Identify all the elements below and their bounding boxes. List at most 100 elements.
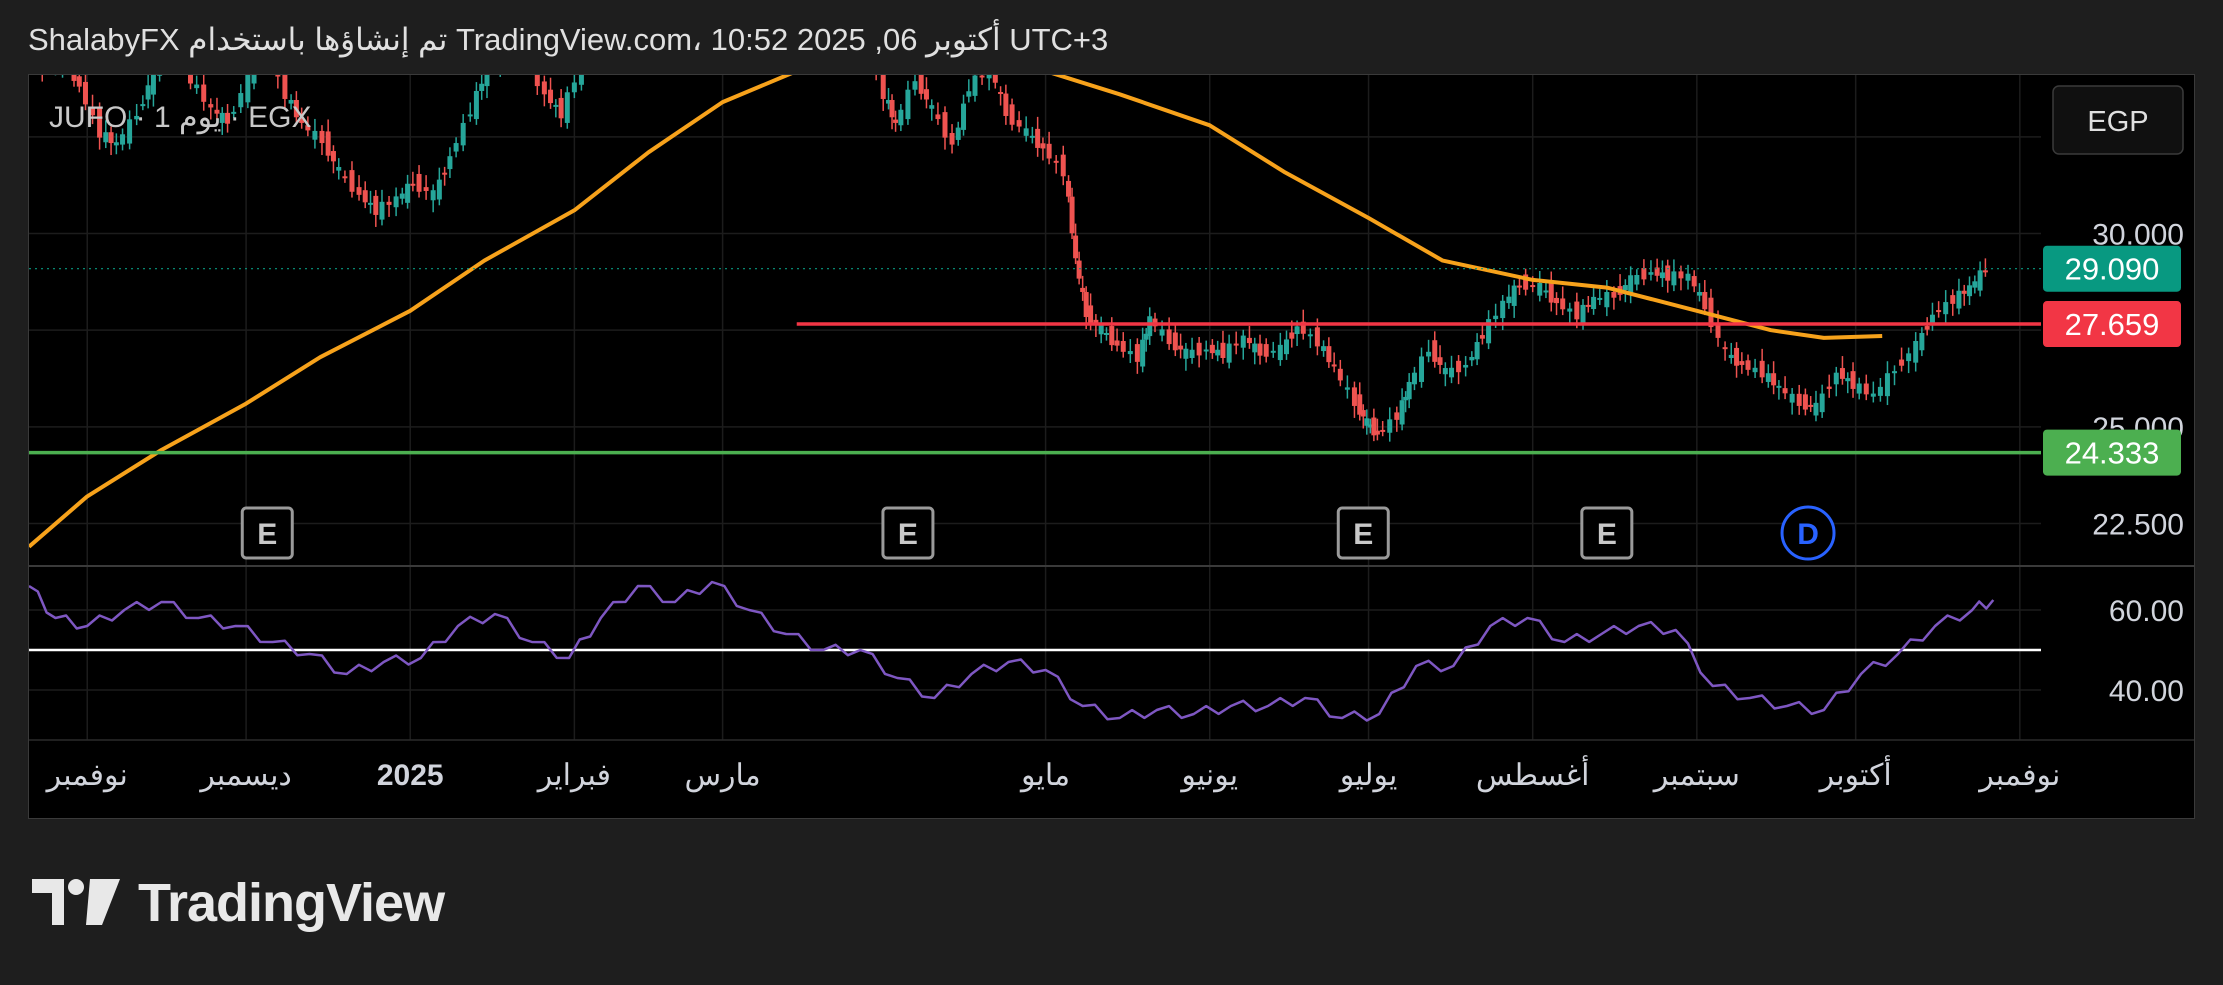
candle-body — [1189, 349, 1195, 359]
currency-button[interactable]: EGP — [2052, 85, 2184, 155]
earnings-marker-3[interactable]: E — [1580, 506, 1634, 560]
x-tick-label-4: مارس — [684, 759, 760, 793]
candle-body — [1300, 321, 1306, 334]
candle-body — [1877, 386, 1883, 396]
candle-body — [1691, 276, 1697, 287]
candle-body — [893, 119, 899, 123]
candle-body — [1220, 342, 1226, 359]
candle-body — [1597, 297, 1603, 300]
x-tick-label-6: يونيو — [1179, 759, 1238, 793]
candle-body — [1530, 285, 1536, 288]
candle-body — [1114, 340, 1120, 346]
candle-body — [1442, 368, 1448, 375]
price-label-box — [2043, 429, 2181, 476]
candle-body — [453, 143, 459, 152]
candle-body — [1943, 302, 1949, 315]
candle-body — [949, 132, 955, 145]
earnings-label: E — [257, 518, 277, 551]
earnings-label: E — [1353, 518, 1373, 551]
chart-caption: ShalabyFX تم إنشاؤها باستخدام TradingVie… — [28, 22, 1109, 57]
chart-panel[interactable]: JUFO · 1 يوم · EGX EGP 22.500 25.000 30.000 2… — [28, 74, 2195, 819]
candle-body — [1870, 393, 1876, 397]
candle-body — [1003, 93, 1009, 116]
candle-body — [918, 75, 924, 94]
candle-body — [1708, 297, 1714, 328]
candle-body — [1850, 371, 1856, 389]
x-tick-label-0: نوفمبر — [45, 759, 128, 793]
candle-body — [1771, 373, 1777, 386]
candle-body — [1289, 332, 1295, 339]
candle-body — [1856, 383, 1862, 394]
candle-body — [1574, 301, 1580, 320]
candle-body — [1543, 290, 1549, 293]
candle-body — [1307, 334, 1313, 337]
candle-body — [578, 75, 584, 85]
candle-body — [1263, 344, 1269, 357]
candle-body — [1411, 372, 1417, 385]
candle-body — [349, 170, 355, 192]
candle-body — [245, 75, 251, 103]
candle-body — [1845, 378, 1851, 382]
candle-body — [1040, 143, 1046, 149]
earnings-marker-0[interactable]: E — [240, 506, 294, 560]
candle-body — [460, 122, 466, 146]
candle-body — [442, 172, 448, 175]
candle-body — [1671, 271, 1677, 286]
candle-body — [134, 115, 140, 120]
price-label-box — [2043, 245, 2181, 292]
candle-body — [889, 100, 895, 118]
candle-body — [1166, 329, 1172, 345]
rsi-line — [29, 580, 1995, 722]
candle-body — [1808, 404, 1814, 407]
candle-body — [1364, 418, 1370, 426]
candle-body — [113, 142, 119, 146]
price-candles — [29, 75, 1988, 549]
candle-body — [1374, 430, 1380, 435]
candle-body — [1215, 349, 1221, 356]
candle-body — [208, 104, 214, 108]
candle-body — [1892, 371, 1898, 374]
candle-body — [362, 190, 368, 203]
candle-body — [1591, 296, 1597, 310]
candle-body — [120, 134, 126, 145]
earnings-label: E — [898, 518, 918, 551]
symbol-label: JUFO · 1 يوم · EGX — [49, 101, 311, 135]
candle-body — [1403, 396, 1409, 401]
candle-body — [1314, 327, 1320, 347]
candle-body — [1134, 344, 1140, 362]
candle-body — [373, 195, 379, 215]
candle-body — [1654, 267, 1660, 276]
dividend-marker-4[interactable]: D — [1780, 505, 1836, 561]
candle-body — [436, 179, 442, 200]
candle-body — [1083, 292, 1089, 318]
candle-body — [225, 112, 231, 124]
candle-body — [319, 130, 325, 144]
candle-body — [1796, 393, 1802, 406]
candle-body — [548, 89, 554, 104]
candle-body — [1641, 268, 1647, 280]
candle-body — [145, 85, 151, 100]
candle-body — [1929, 314, 1935, 326]
x-tick-label-3: فبراير — [536, 759, 611, 793]
candle-body — [1088, 305, 1094, 325]
candle-body — [1437, 357, 1443, 365]
price-chart[interactable]: JUFO · 1 يوم · EGX EGP22.50025.00030.0002… — [29, 75, 2194, 818]
candle-body — [1076, 260, 1082, 279]
candle-body — [1813, 402, 1819, 416]
footer-logo[interactable]: TradingView — [32, 872, 445, 934]
candle-body — [1357, 394, 1363, 415]
candle-body — [966, 91, 972, 97]
candle-body — [1972, 281, 1978, 288]
candle-body — [238, 93, 244, 108]
currency-label: EGP — [2087, 106, 2148, 138]
candle-body — [157, 75, 163, 76]
earnings-marker-1[interactable]: E — [881, 506, 935, 560]
candle-body — [299, 119, 305, 123]
candle-body — [898, 109, 904, 126]
candle-body — [1580, 304, 1586, 324]
candle-body — [1776, 385, 1782, 388]
candle-body — [1172, 332, 1178, 351]
earnings-marker-2[interactable]: E — [1336, 506, 1390, 560]
candle-body — [1728, 354, 1734, 359]
candle-body — [484, 75, 490, 87]
